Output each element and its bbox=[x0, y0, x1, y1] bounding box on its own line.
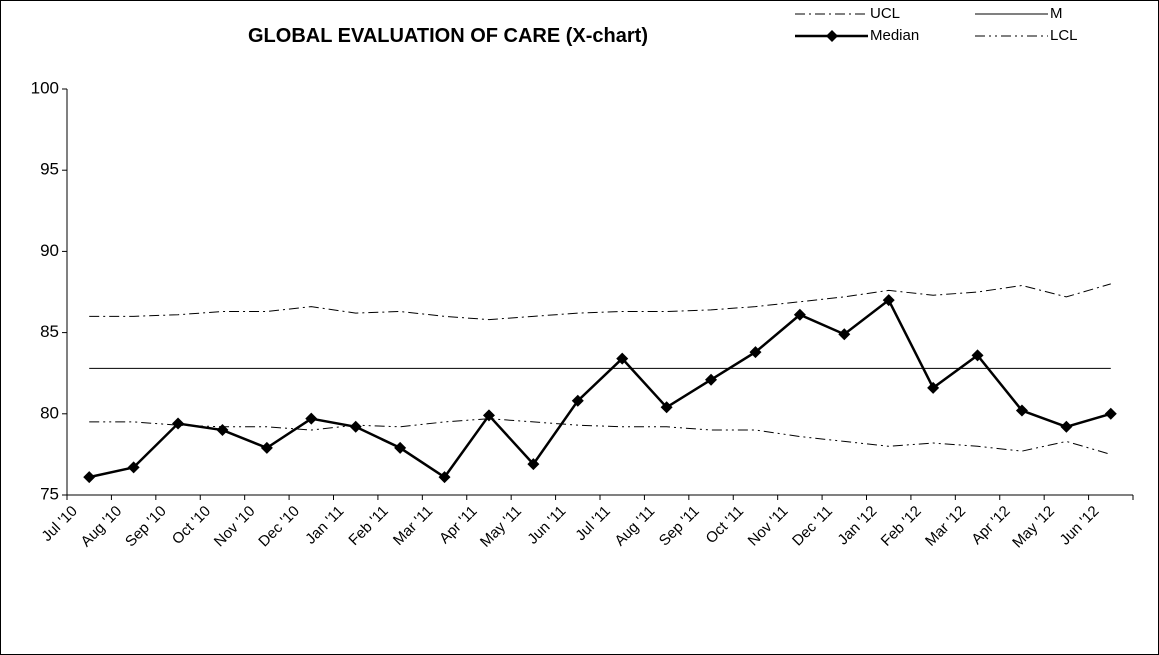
point-marker bbox=[793, 308, 806, 321]
chart-title: GLOBAL EVALUATION OF CARE (X-chart) bbox=[248, 25, 648, 47]
legend-label: LCL bbox=[1050, 27, 1078, 44]
point-marker bbox=[349, 420, 362, 433]
y-tick-label: 90 bbox=[40, 241, 59, 260]
point-marker bbox=[260, 441, 273, 454]
point-marker bbox=[616, 352, 629, 365]
point-marker bbox=[305, 412, 318, 425]
point-marker bbox=[571, 394, 584, 407]
point-marker bbox=[438, 471, 451, 484]
point-marker bbox=[660, 401, 673, 414]
point-marker bbox=[838, 328, 851, 341]
point-marker bbox=[127, 461, 140, 474]
y-tick-label: 95 bbox=[40, 160, 59, 179]
point-marker bbox=[705, 373, 718, 386]
legend-label: Median bbox=[870, 27, 919, 44]
point-marker bbox=[83, 471, 96, 484]
point-marker bbox=[1015, 404, 1028, 417]
point-marker bbox=[394, 441, 407, 454]
point-marker bbox=[749, 346, 762, 359]
y-tick-label: 80 bbox=[40, 403, 59, 422]
legend-marker bbox=[826, 30, 838, 42]
series-line bbox=[88, 298, 1112, 479]
point-marker bbox=[1060, 420, 1073, 433]
point-marker bbox=[927, 381, 940, 394]
point-marker bbox=[882, 294, 895, 307]
series-line bbox=[89, 418, 1111, 455]
legend-label: M bbox=[1050, 5, 1063, 22]
y-tick-label: 85 bbox=[40, 322, 59, 341]
point-marker bbox=[172, 417, 185, 430]
y-tick-label: 75 bbox=[40, 484, 59, 503]
point-marker bbox=[527, 458, 540, 471]
point-marker bbox=[971, 349, 984, 362]
y-tick-label: 100 bbox=[31, 78, 59, 97]
series-line bbox=[89, 283, 1111, 321]
legend-label: UCL bbox=[870, 5, 900, 22]
point-marker bbox=[1104, 407, 1117, 420]
